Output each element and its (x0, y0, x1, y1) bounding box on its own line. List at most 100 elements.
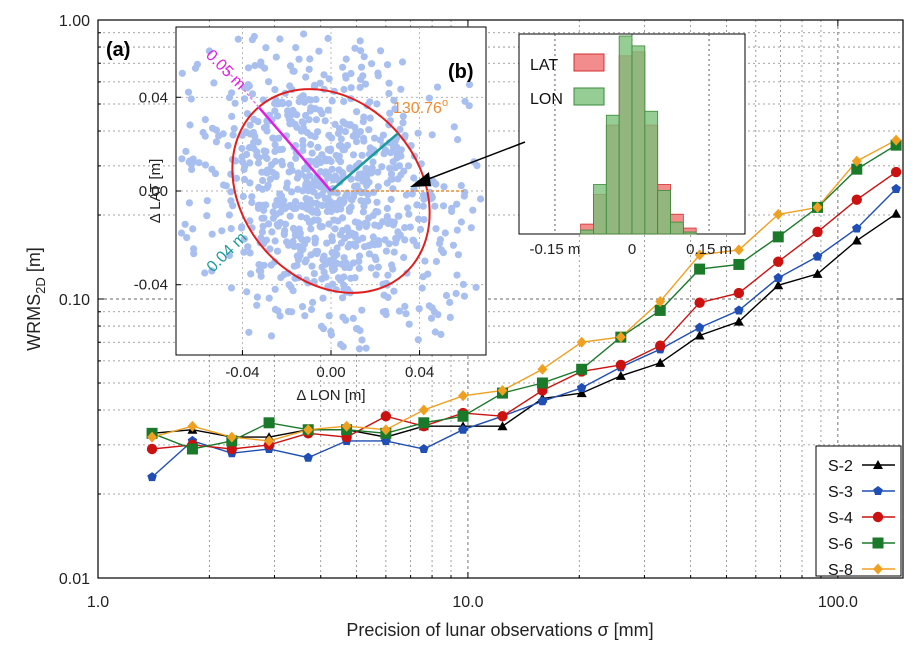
scatter-point (414, 336, 422, 344)
scatter-point (322, 157, 330, 165)
y-axis-label-unit: [m] (24, 247, 44, 277)
scatter-point (299, 137, 307, 145)
scatter-point (374, 183, 382, 191)
scatter-point (294, 169, 302, 177)
scatter-point (439, 202, 448, 210)
scatter-point (358, 151, 366, 159)
inset-a-x-tick-label: 0.00 (316, 364, 345, 381)
data-point-s-8 (497, 384, 508, 396)
scatter-point (342, 72, 350, 80)
scatter-point (359, 118, 367, 126)
legend-marker-s-8 (873, 563, 883, 575)
scatter-point (409, 236, 417, 244)
scatter-point (243, 288, 251, 296)
scatter-point (190, 245, 198, 253)
scatter-point (282, 183, 291, 192)
scatter-point (311, 234, 319, 242)
scatter-point (373, 100, 381, 108)
scatter-point (453, 226, 461, 234)
data-point-s-8 (303, 424, 314, 436)
annotation-angle: 130.76o (393, 97, 448, 117)
inset-scatter-overlay (225, 68, 464, 294)
y-axis-label-main: WRMS (24, 294, 44, 351)
scatter-point (255, 201, 263, 209)
scatter-point (245, 328, 253, 336)
scatter-point (401, 236, 409, 244)
scatter-point (465, 81, 474, 89)
scatter-point (361, 80, 370, 88)
scatter-point (333, 244, 341, 252)
scatter-point (374, 69, 382, 77)
scatter-point (240, 175, 249, 183)
scatter-point (328, 249, 336, 257)
scatter-point (367, 264, 375, 272)
scatter-point (317, 223, 325, 231)
scatter-point (386, 164, 394, 172)
histogram-bar-lon (593, 184, 607, 235)
data-point-s-6 (851, 163, 863, 175)
scatter-point (386, 109, 394, 117)
scatter-point (376, 136, 384, 144)
data-point-s-6 (654, 304, 666, 316)
data-point-s-6 (694, 263, 706, 275)
scatter-point (328, 134, 336, 142)
scatter-point (401, 131, 409, 140)
scatter-point (299, 147, 307, 155)
scatter-point (234, 35, 242, 43)
scatter-point (441, 229, 449, 237)
scatter-point (286, 212, 294, 220)
scatter-point (247, 270, 255, 278)
data-point-s-3 (419, 444, 429, 453)
scatter-point (365, 126, 373, 134)
scatter-point (262, 123, 270, 131)
scatter-point (347, 84, 355, 92)
scatter-point (384, 271, 392, 279)
scatter-point (312, 95, 320, 104)
scatter-point (334, 129, 342, 137)
scatter-point (294, 185, 302, 193)
data-point-s-8 (812, 201, 823, 213)
scatter-point (262, 236, 270, 244)
data-point-s-8 (226, 431, 237, 443)
scatter-point (361, 243, 369, 251)
scatter-point (271, 86, 279, 94)
scatter-point (205, 47, 213, 55)
scatter-point (399, 112, 407, 120)
scatter-point (285, 168, 293, 176)
scatter-point (203, 197, 211, 205)
scatter-point (186, 121, 194, 129)
scatter-point (406, 223, 414, 231)
data-point-s-4 (773, 256, 784, 267)
scatter-point (301, 312, 309, 320)
scatter-point (380, 150, 388, 158)
data-point-s-8 (773, 208, 784, 220)
scatter-point (336, 158, 345, 166)
scatter-point (224, 142, 232, 150)
scatter-point (357, 172, 365, 180)
scatter-point (432, 257, 440, 266)
scatter-point (467, 224, 475, 232)
scatter-point (371, 134, 379, 142)
scatter-point (362, 164, 370, 172)
scatter-point (289, 287, 297, 295)
scatter-point (240, 235, 248, 243)
scatter-point (329, 176, 338, 184)
scatter-point (229, 202, 237, 210)
data-point-s-3 (694, 322, 705, 332)
scatter-point (379, 308, 387, 316)
scatter-point (232, 174, 241, 182)
scatter-point (289, 106, 297, 114)
scatter-point (340, 198, 348, 206)
scatter-point (415, 305, 423, 313)
scatter-point (210, 79, 218, 87)
scatter-point (301, 258, 309, 266)
scatter-point (383, 213, 391, 221)
y-tick-label: 0.10 (59, 292, 90, 309)
scatter-point (281, 205, 289, 213)
legend-label-s-4: S-4 (828, 510, 853, 527)
series-line-s-3 (151, 188, 897, 478)
scatter-point (356, 37, 364, 45)
scatter-point (312, 116, 320, 124)
scatter-point (359, 72, 367, 80)
